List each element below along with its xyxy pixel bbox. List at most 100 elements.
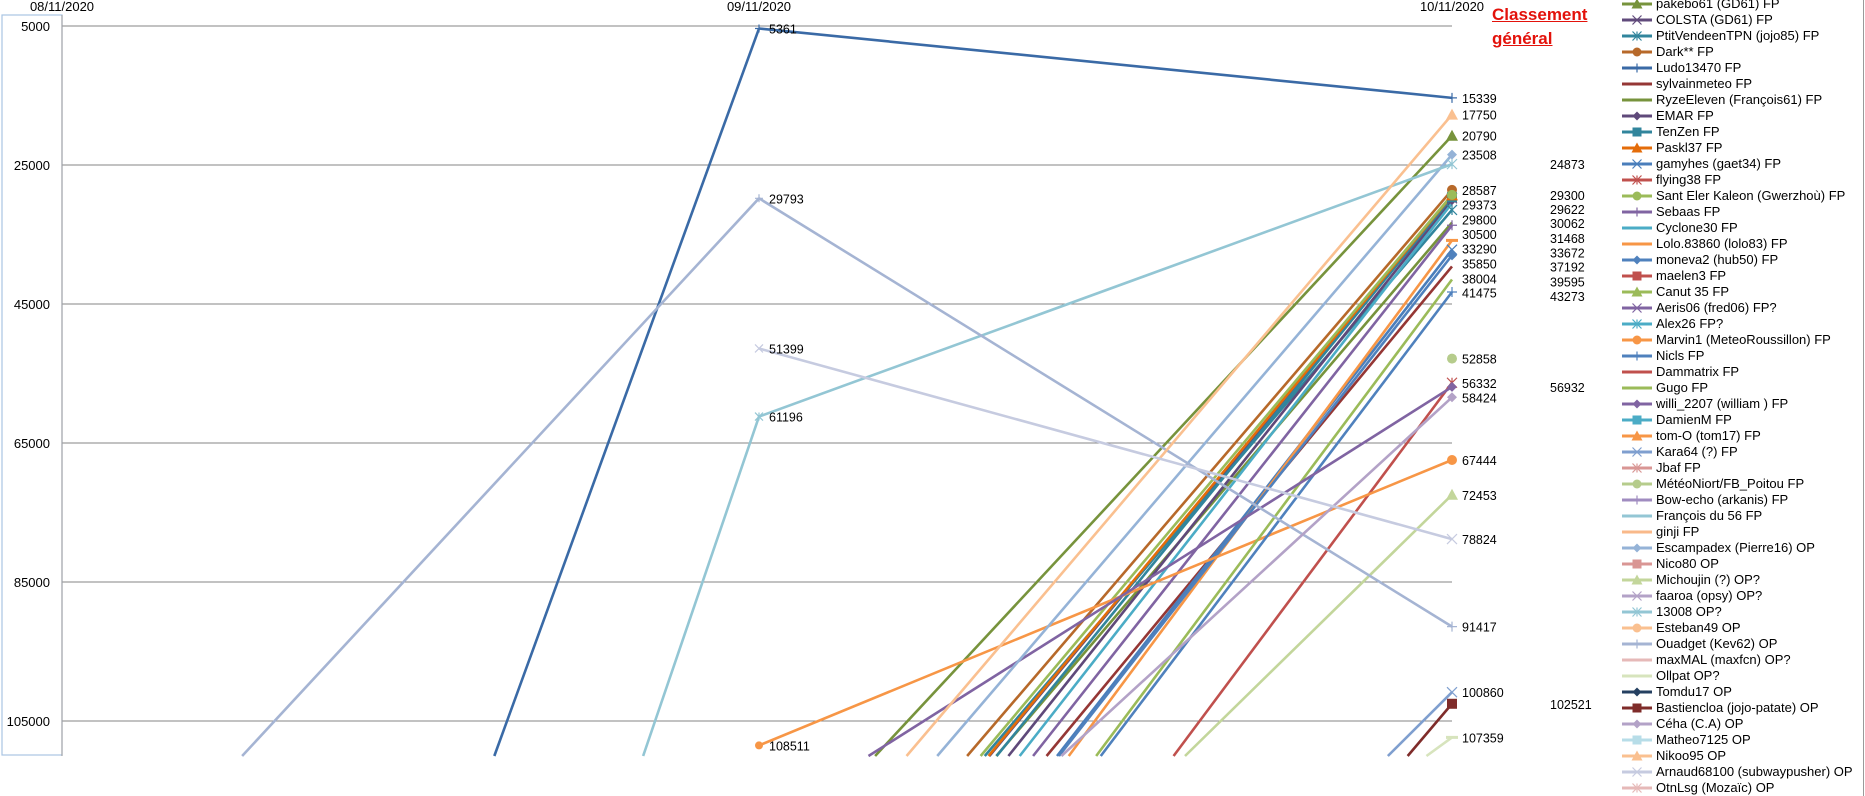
data-label: 31468	[1550, 232, 1585, 246]
legend-item[interactable]: François du 56 FP	[1620, 508, 1863, 524]
legend-item[interactable]: Tomdu17 OP	[1620, 684, 1863, 700]
legend-item[interactable]: Sant Eler Kaleon (Gwerzhoù) FP	[1620, 188, 1863, 204]
legend-item[interactable]: gamyhes (gaet34) FP	[1620, 156, 1863, 172]
legend-item[interactable]: Céha (C.A) OP	[1620, 716, 1863, 732]
legend-item[interactable]: 13008 OP?	[1620, 604, 1863, 620]
series-marker-asterisk	[1632, 463, 1642, 473]
x-tick-label: 10/11/2020	[1420, 0, 1484, 14]
legend-swatch-icon	[1622, 386, 1652, 390]
legend-item[interactable]: Lolo.83860 (lolo83) FP	[1620, 236, 1863, 252]
legend-item[interactable]: Esteban49 OP	[1620, 620, 1863, 636]
legend-item[interactable]: Gugo FP	[1620, 380, 1863, 396]
legend-item[interactable]: Arnaud68100 (subwaypusher) OP	[1620, 764, 1863, 780]
legend-swatch-icon	[1622, 159, 1652, 169]
legend-item[interactable]: maxMAL (maxfcn) OP?	[1620, 652, 1863, 668]
data-label: 5361	[769, 23, 797, 37]
legend-swatch-icon	[1622, 607, 1652, 617]
data-label: 56332	[1462, 377, 1497, 391]
series-marker-x	[1446, 244, 1458, 256]
legend-item[interactable]: Matheo7125 OP	[1620, 732, 1863, 748]
series-marker-plus	[1447, 286, 1457, 297]
legend-item[interactable]: willi_2207 (william ) FP	[1620, 396, 1863, 412]
chart-title: Classement général	[1492, 3, 1587, 51]
legend-item[interactable]: Jbaf FP	[1620, 460, 1863, 476]
legend-item[interactable]: Nicls FP	[1620, 348, 1863, 364]
legend-label: gamyhes (gaet34) FP	[1656, 156, 1782, 171]
legend-item[interactable]: moneva2 (hub50) FP	[1620, 252, 1863, 268]
data-label: 78824	[1462, 533, 1497, 547]
series-marker-circle	[1632, 47, 1642, 57]
series-marker-asterisk	[754, 412, 764, 421]
legend-item[interactable]: faaroa (opsy) OP?	[1620, 588, 1863, 604]
legend-item[interactable]: RyzeEleven (François61) FP	[1620, 92, 1863, 108]
series-marker-diamond	[1447, 149, 1457, 160]
legend-item[interactable]: Canut 35 FP	[1620, 284, 1863, 300]
legend-item[interactable]: Nico80 OP	[1620, 556, 1863, 572]
data-label: 52858	[1462, 353, 1497, 367]
legend-item[interactable]: Bastiencloa (jojo-patate) OP	[1620, 700, 1863, 716]
legend-item[interactable]: PtitVendeenTPN (jojo85) FP	[1620, 28, 1863, 44]
legend-swatch-icon	[1622, 514, 1652, 518]
data-label: 107359	[1462, 731, 1504, 745]
legend-item[interactable]: Ollpat OP?	[1620, 668, 1863, 684]
legend-item[interactable]: TenZen FP	[1620, 124, 1863, 140]
legend-swatch-icon	[1622, 82, 1652, 86]
legend-swatch-icon	[1622, 191, 1652, 201]
legend-item[interactable]: tom-O (tom17) FP	[1620, 428, 1863, 444]
series-marker-plus	[755, 194, 763, 203]
legend-item[interactable]: Cyclone30 FP	[1620, 220, 1863, 236]
legend-item[interactable]: Bow-echo (arkanis) FP	[1620, 492, 1863, 508]
legend-item[interactable]: pakebo61 (GD61) FP	[1620, 0, 1863, 12]
data-label: 29373	[1462, 198, 1497, 212]
legend-swatch-icon	[1622, 226, 1652, 230]
legend-item[interactable]: MétéoNiort/FB_Poitou FP	[1620, 476, 1863, 492]
legend-item[interactable]: Escampadex (Pierre16) OP	[1620, 540, 1863, 556]
x-axis-ticks: 08/11/2020 09/11/2020 10/11/2020	[30, 0, 1484, 14]
legend-item[interactable]: Kara64 (?) FP	[1620, 444, 1863, 460]
legend-label: flying38 FP	[1656, 172, 1722, 187]
legend-item[interactable]: sylvainmeteo FP	[1620, 76, 1863, 92]
data-label: 33672	[1550, 246, 1585, 260]
legend-item[interactable]: Paskl37 FP	[1620, 140, 1863, 156]
legend-item[interactable]: maelen3 FP	[1620, 268, 1863, 284]
chart-title-line2: général	[1492, 29, 1553, 48]
legend-item[interactable]: ginji FP	[1620, 524, 1863, 540]
y-axis-ticks: 5000 25000 45000 65000 85000 105000	[7, 19, 50, 729]
legend-label: faaroa (opsy) OP?	[1656, 588, 1763, 603]
legend-item[interactable]: Marvin1 (MeteoRoussillon) FP	[1620, 332, 1863, 348]
legend-item[interactable]: flying38 FP	[1620, 172, 1863, 188]
legend-label: ginji FP	[1656, 524, 1700, 539]
legend-item[interactable]: Aeris06 (fred06) FP?	[1620, 300, 1863, 316]
legend-item[interactable]: Michoujin (?) OP?	[1620, 572, 1863, 588]
y-axis-label-box[interactable]	[1, 14, 63, 756]
legend-item[interactable]: DamienM FP	[1620, 412, 1863, 428]
legend-item[interactable]: COLSTA (GD61) FP	[1620, 12, 1863, 28]
legend-item[interactable]: Nikoo95 OP	[1620, 748, 1863, 764]
data-label: 41475	[1462, 287, 1497, 301]
legend-swatch-icon	[1622, 559, 1652, 569]
series-marker-asterisk	[1632, 319, 1642, 329]
series-marker-diamond	[1632, 399, 1642, 409]
legend-item[interactable]: Dark** FP	[1620, 44, 1863, 60]
legend-item[interactable]: Ouadget (Kev62) OP	[1620, 636, 1863, 652]
legend-swatch-icon	[1622, 98, 1652, 102]
legend-swatch-icon	[1622, 543, 1652, 553]
y-tick-label: 25000	[14, 158, 50, 173]
legend-item[interactable]: Alex26 FP?	[1620, 316, 1863, 332]
series-marker-plus	[1447, 92, 1457, 103]
chart-legend[interactable]: pakebo61 (GD61) FP COLSTA (GD61) FP PtitVe…	[1620, 0, 1864, 796]
legend-item[interactable]: Dammatrix FP	[1620, 364, 1863, 380]
series-marker-x	[1632, 15, 1642, 25]
legend-label: Tomdu17 OP	[1656, 684, 1732, 699]
data-label: 56932	[1550, 381, 1585, 395]
legend-label: Paskl37 FP	[1656, 140, 1723, 155]
legend-item[interactable]: Ludo13470 FP	[1620, 60, 1863, 76]
series-marker-dash	[1631, 674, 1643, 678]
legend-item[interactable]: Sebaas FP	[1620, 204, 1863, 220]
data-label: 35850	[1462, 257, 1497, 271]
series-marker-triangle	[1631, 142, 1643, 153]
series-marker-triangle	[1631, 750, 1643, 761]
legend-item[interactable]: EMAR FP	[1620, 108, 1863, 124]
legend-item[interactable]: OtnLsg (Mozaïc) OP	[1620, 780, 1863, 796]
series-marker-dash	[1446, 238, 1458, 242]
